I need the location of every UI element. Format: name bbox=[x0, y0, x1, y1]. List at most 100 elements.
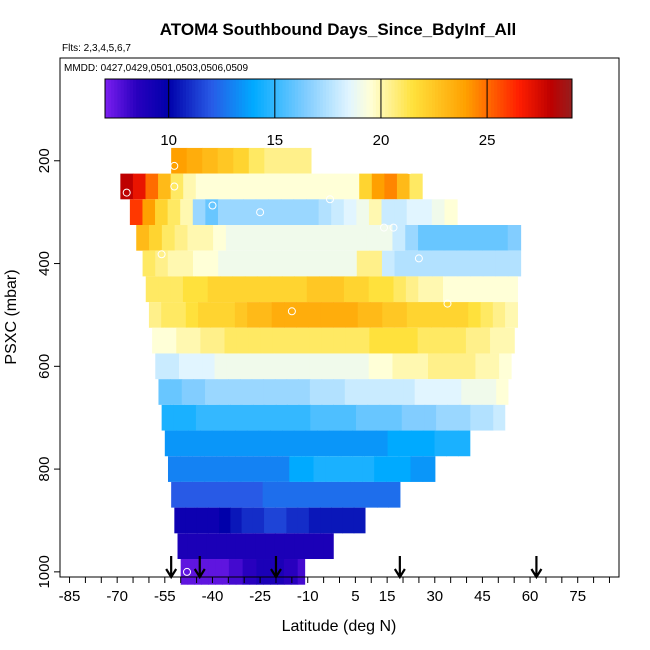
heatmap-cell bbox=[368, 353, 382, 380]
heatmap-cell bbox=[272, 327, 286, 354]
heatmap-cell bbox=[179, 353, 192, 380]
heatmap-cell bbox=[190, 353, 204, 380]
heatmap-cell bbox=[405, 225, 419, 251]
x-tick-label: -25 bbox=[249, 588, 271, 605]
heatmap-cell bbox=[345, 353, 358, 380]
colorbar-segment bbox=[151, 79, 156, 118]
colorbar-segment bbox=[347, 79, 352, 118]
heatmap-cell bbox=[468, 302, 482, 328]
heatmap-cell bbox=[148, 302, 162, 328]
heatmap-cell bbox=[308, 481, 321, 508]
heatmap-cell bbox=[308, 173, 323, 200]
colorbar-segment bbox=[235, 79, 240, 118]
colorbar-segment bbox=[282, 79, 287, 118]
heatmap-cell bbox=[321, 327, 334, 354]
heatmap-cell bbox=[325, 456, 339, 482]
heatmap-cell bbox=[283, 173, 297, 200]
colorbar-segment bbox=[481, 79, 486, 118]
heatmap-cell bbox=[152, 327, 165, 354]
heatmap-cell bbox=[149, 225, 163, 251]
heatmap-cell bbox=[264, 225, 278, 251]
y-tick-label: 1000 bbox=[36, 555, 53, 588]
heatmap-cell bbox=[155, 199, 169, 225]
heatmap-cell bbox=[405, 276, 419, 303]
heatmap-cell bbox=[381, 276, 395, 303]
heatmap-cell bbox=[333, 327, 346, 354]
heatmap-cell bbox=[170, 276, 184, 303]
colorbar-segment bbox=[540, 79, 545, 118]
heatmap-cell bbox=[392, 353, 405, 380]
data-point bbox=[351, 565, 360, 574]
heatmap-cell bbox=[164, 430, 178, 457]
heatmap-cell bbox=[444, 250, 459, 277]
heatmap-cell bbox=[167, 353, 180, 380]
colorbar-segment bbox=[263, 79, 268, 118]
colorbar-segment bbox=[506, 79, 511, 118]
heatmap-cell bbox=[208, 559, 216, 585]
heatmap-cell bbox=[294, 533, 305, 560]
heatmap-cell bbox=[367, 404, 380, 431]
heatmap-cell bbox=[359, 173, 373, 200]
heatmap-cell bbox=[251, 481, 264, 508]
heatmap-cell bbox=[345, 327, 358, 354]
colorbar-tick-label: 25 bbox=[479, 132, 496, 149]
colorbar-segment bbox=[366, 79, 371, 118]
heatmap-cell bbox=[378, 404, 391, 431]
data-point bbox=[405, 166, 414, 174]
heatmap-cell bbox=[182, 481, 195, 508]
heatmap-cell bbox=[399, 430, 412, 457]
heatmap-cell bbox=[422, 430, 436, 457]
heatmap-cell bbox=[246, 173, 260, 200]
colorbar-segment bbox=[357, 79, 361, 118]
heatmap-cell bbox=[176, 327, 189, 354]
heatmap-cell bbox=[235, 533, 247, 560]
heatmap-cell bbox=[255, 199, 269, 225]
data-point bbox=[170, 182, 179, 191]
heatmap-cell bbox=[235, 559, 244, 585]
colorbar-segment bbox=[453, 79, 458, 118]
heatmap-cell bbox=[230, 250, 244, 277]
heatmap-cell bbox=[241, 507, 254, 534]
heatmap-cell bbox=[444, 199, 458, 225]
heatmap-cell bbox=[176, 430, 189, 457]
heatmap-cell bbox=[233, 173, 247, 200]
colorbar-segment bbox=[161, 79, 165, 118]
heatmap-cell bbox=[289, 456, 302, 482]
heatmap-cell bbox=[246, 430, 260, 457]
colorbar-segment bbox=[257, 79, 262, 118]
heatmap-cell bbox=[414, 379, 427, 405]
heatmap-cell bbox=[271, 302, 285, 328]
x-tick-label: 60 bbox=[522, 588, 539, 605]
heatmap-cell bbox=[482, 250, 496, 277]
heatmap-cell bbox=[228, 481, 241, 508]
colorbar-segment bbox=[298, 79, 302, 118]
heatmap-cell bbox=[492, 302, 506, 328]
heatmap-cell bbox=[287, 404, 300, 431]
data-point bbox=[380, 223, 388, 232]
colorbar-segment bbox=[185, 79, 190, 118]
colorbar-segment bbox=[363, 79, 368, 118]
heatmap-cell bbox=[202, 147, 219, 174]
colorbar-segment bbox=[223, 79, 227, 118]
heatmap-cell bbox=[490, 327, 503, 354]
y-tick-label: 200 bbox=[36, 148, 53, 173]
heatmap-cell bbox=[222, 302, 236, 328]
heatmap-cell bbox=[328, 225, 342, 251]
colorbar-segment bbox=[310, 79, 315, 118]
heatmap-cell bbox=[277, 456, 290, 482]
heatmap-cell bbox=[167, 199, 181, 225]
colorbar-segment bbox=[105, 79, 109, 118]
heatmap-cell bbox=[428, 353, 441, 380]
heatmap-cell bbox=[188, 430, 201, 457]
heatmap-cell bbox=[328, 430, 342, 457]
heatmap-cell bbox=[416, 353, 429, 380]
colorbar-segment bbox=[416, 79, 420, 118]
heatmap-cell bbox=[248, 147, 265, 174]
heatmap-cell bbox=[187, 533, 198, 560]
data-point bbox=[170, 161, 179, 170]
heatmap-cell bbox=[458, 404, 471, 431]
heatmap-cell bbox=[313, 533, 325, 560]
heatmap-cell bbox=[217, 147, 234, 174]
colorbar-segment bbox=[550, 79, 554, 118]
heatmap-cell bbox=[303, 533, 315, 560]
